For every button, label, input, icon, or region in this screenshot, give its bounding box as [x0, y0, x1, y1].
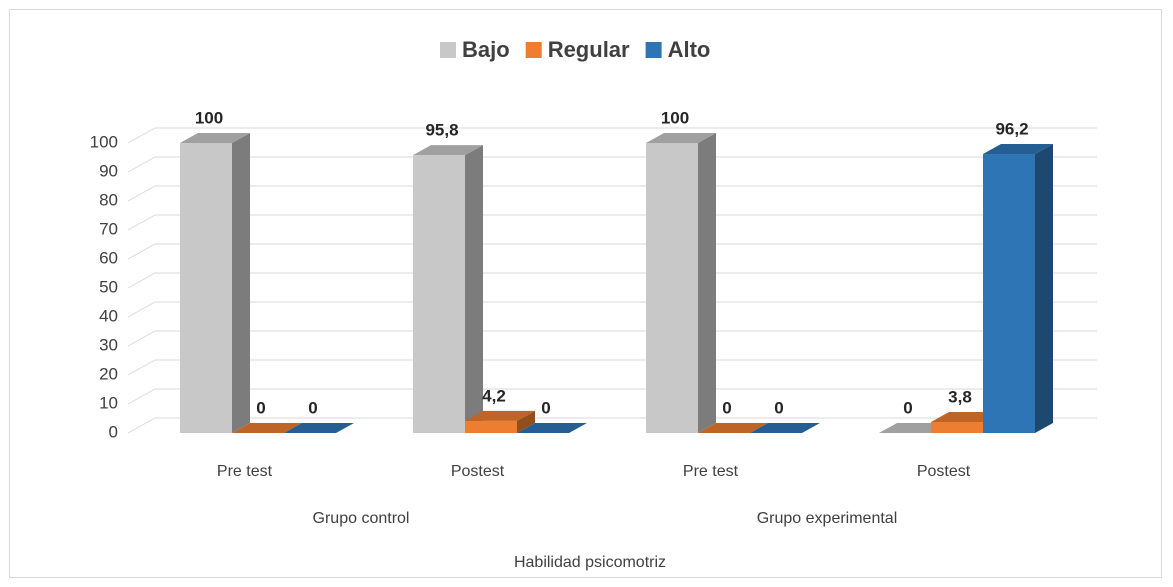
bar: [180, 143, 232, 433]
data-label: 4,2: [482, 386, 506, 405]
grid-line: [127, 127, 156, 144]
grid-line: [127, 417, 156, 434]
bar-top: [413, 145, 483, 156]
data-label: 0: [308, 398, 317, 417]
bar-top: [517, 423, 587, 433]
y-tick-label: 90: [99, 161, 118, 180]
bar-side: [1035, 144, 1053, 433]
group-label: Grupo experimental: [757, 510, 898, 527]
data-label: 0: [903, 398, 912, 417]
bar: [413, 155, 465, 433]
grid-line: [127, 243, 156, 260]
y-tick-label: 60: [99, 248, 118, 267]
bar-side: [232, 133, 250, 433]
bar: [465, 420, 517, 433]
data-label: 3,8: [948, 387, 972, 406]
data-label: 96,2: [995, 120, 1028, 139]
grid-line: [127, 214, 156, 231]
bar: [646, 143, 698, 433]
grid-line: [127, 156, 156, 173]
bar-top: [284, 423, 354, 433]
bar-top: [465, 410, 535, 421]
x-axis-title: Habilidad psicomotriz: [514, 554, 666, 571]
y-tick-label: 30: [99, 335, 118, 354]
data-label: 0: [722, 398, 731, 417]
group-label: Grupo control: [313, 510, 410, 527]
x-tick-label: Pre test: [683, 463, 739, 480]
bar-top: [180, 133, 250, 143]
bar: [983, 154, 1035, 433]
grid-line: [127, 185, 156, 202]
data-label: 95,8: [425, 121, 458, 140]
legend-label: Regular: [548, 37, 630, 62]
data-label: 100: [195, 108, 223, 127]
grid-line: [127, 388, 156, 405]
y-tick-label: 0: [109, 422, 118, 441]
legend-label: Bajo: [462, 37, 510, 62]
bar-top: [646, 133, 716, 143]
data-label: 0: [774, 398, 783, 417]
data-label: 0: [541, 398, 550, 417]
legend-label: Alto: [668, 37, 711, 62]
x-tick-label: Pre test: [217, 463, 273, 480]
grid-line: [127, 301, 156, 318]
grid-line: [127, 272, 156, 289]
legend-swatch: [525, 42, 542, 58]
bar-top: [983, 144, 1053, 155]
data-label: 0: [256, 398, 265, 417]
bar-top: [750, 423, 820, 433]
bar-side: [517, 410, 535, 433]
legend-swatch: [440, 42, 456, 58]
bar-top: [232, 423, 302, 433]
bar-side: [698, 133, 716, 433]
y-tick-label: 50: [99, 277, 118, 296]
y-tick-label: 20: [99, 364, 118, 383]
grid-line: [127, 330, 156, 347]
y-tick-label: 10: [99, 393, 118, 412]
y-tick-label: 80: [99, 190, 118, 209]
x-tick-label: Postest: [451, 463, 505, 480]
bar-top: [698, 423, 768, 433]
legend-swatch: [645, 42, 662, 58]
bar: [931, 421, 983, 433]
y-tick-label: 40: [99, 306, 118, 325]
x-tick-label: Postest: [917, 463, 971, 480]
bar-side: [465, 145, 483, 433]
grid-line: [127, 359, 156, 376]
y-tick-label: 70: [99, 219, 118, 238]
y-tick-label: 100: [90, 132, 118, 151]
data-label: 100: [661, 108, 689, 127]
